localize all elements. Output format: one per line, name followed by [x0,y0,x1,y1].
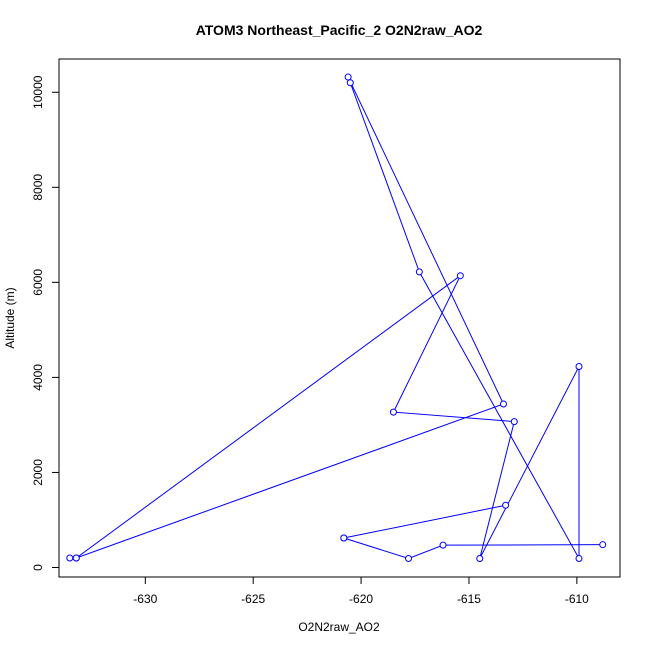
y-tick-label: 10000 [31,75,45,109]
y-axis: 0 2000 4000 6000 8000 10000 [31,75,59,571]
y-tick-label: 8000 [31,174,45,201]
data-point [415,268,423,276]
series-line [69,76,580,561]
data-point [510,418,518,426]
data-point [599,541,607,549]
x-axis-label: O2N2raw_AO2 [298,620,380,634]
y-tick-label: 2000 [31,459,45,486]
data-point [405,554,413,562]
series-line [343,537,603,559]
data-point [340,534,348,542]
x-tick-label: -630 [133,592,157,606]
series-line [343,504,506,539]
series-1 [66,73,583,562]
y-axis-label: Altitude (m) [3,287,17,348]
data-point [456,272,464,280]
data-point [575,554,583,562]
data-point [66,554,74,562]
x-tick-label: -615 [457,592,481,606]
chart-title: ATOM3 Northeast_Pacific_2 O2N2raw_AO2 [196,22,483,38]
data-point [346,79,354,87]
data-point [502,501,510,509]
data-point [499,400,507,408]
data-point [575,362,583,370]
y-tick-label: 6000 [31,269,45,296]
x-tick-label: -610 [565,592,589,606]
x-axis: -630 -625 -620 -615 -610 [133,577,589,606]
y-tick-label: 4000 [31,364,45,391]
data-point [439,541,447,549]
series-3 [340,534,607,562]
data-point [476,554,484,562]
x-tick-label: -620 [349,592,373,606]
data-point [389,408,397,416]
series-layer [66,73,607,562]
y-tick-label: 0 [31,564,45,571]
data-point [72,554,80,562]
data-point [344,73,352,81]
x-tick-label: -625 [241,592,265,606]
plot-frame [58,58,621,578]
series-2 [340,501,510,542]
